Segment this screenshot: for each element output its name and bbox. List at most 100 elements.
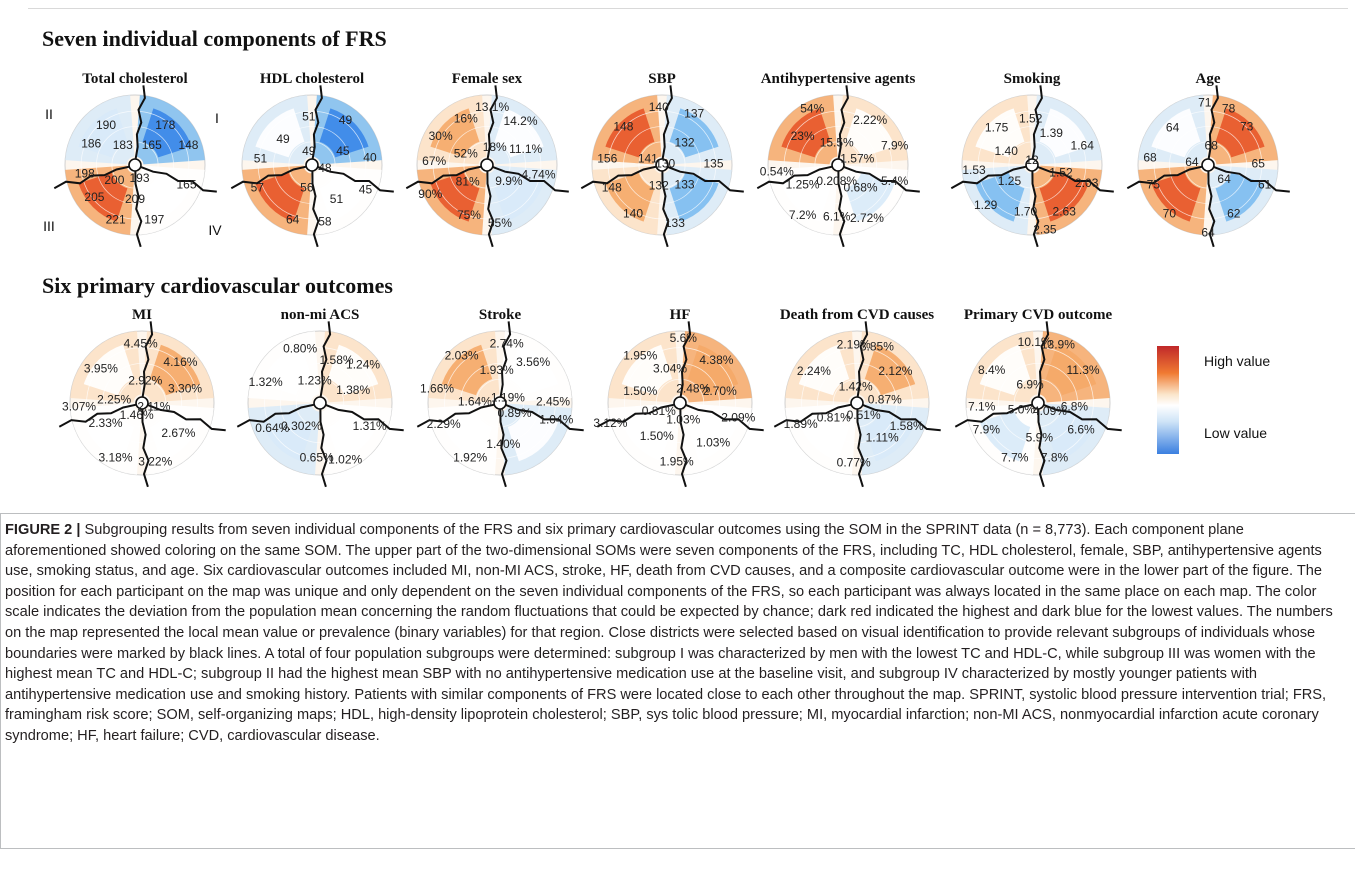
map-value-label: 1.64	[1071, 139, 1095, 153]
map-value-label: 2.24%	[797, 364, 831, 378]
quadrant-core	[494, 108, 544, 158]
map-value-label: 71	[1198, 96, 1212, 110]
map-value-label: 49	[276, 132, 290, 146]
map-value-label: 1.93%	[480, 363, 514, 377]
map-value-label: 5.9%	[1026, 430, 1054, 444]
quadrant-core	[430, 172, 480, 222]
map-value-label: 197	[144, 213, 164, 227]
som-map-total-cholesterol: Total cholesterol 190 178 186 183 165 148 198 20…	[43, 71, 222, 248]
map-value-label: 62	[1227, 206, 1241, 220]
grid-ring	[475, 378, 525, 428]
map-value-label: 165	[177, 177, 197, 191]
map-value-label: 2.45%	[536, 395, 570, 409]
map-value-label: 30%	[429, 129, 453, 143]
grid-ring	[1153, 110, 1263, 220]
map-value-label: 130	[655, 157, 675, 171]
map-value-label: 11.3%	[1066, 363, 1099, 377]
map-value-label: 1.03%	[666, 413, 700, 427]
map-value-label: 52%	[454, 146, 478, 160]
map-value-label: 3.30%	[168, 381, 202, 395]
map-title: Antihypertensive agents	[761, 71, 916, 87]
quadrant-core	[441, 344, 493, 396]
subgroup-boundary	[317, 165, 394, 193]
map-value-label: 2.09%	[721, 411, 755, 425]
subgroup-boundary	[954, 403, 1033, 428]
subgroup-boundary	[1031, 85, 1043, 160]
subgroup-boundary	[230, 165, 307, 190]
map-value-label: 2.25%	[97, 393, 131, 407]
map-title: Smoking	[1004, 71, 1061, 87]
map-value-label: 1.40	[995, 144, 1019, 158]
map-value-label: 2.12%	[878, 364, 912, 378]
subgroup-boundary	[499, 408, 508, 488]
subgroup-boundary	[661, 170, 670, 248]
map-value-label: 200	[104, 173, 124, 187]
map-value-label: 0.65%	[300, 450, 334, 464]
som-map-death-from-cvd-causes: Death from CVD causes 2.19%3.85% 2.24% 2.12…	[773, 307, 941, 488]
quadrant-core	[975, 172, 1025, 222]
grid-ring	[623, 126, 701, 204]
subgroup-boundary	[505, 403, 584, 432]
map-value-label: 2.70%	[703, 384, 737, 398]
quadrant-label-i: I	[215, 110, 219, 126]
map-value-label: 51	[330, 192, 344, 206]
map-value-label: 193	[129, 171, 149, 185]
subgroup-boundary	[1207, 170, 1216, 248]
map-value-label: 1.31%	[353, 419, 387, 433]
map-value-label: 1.38%	[336, 383, 370, 397]
som-map-female-sex: Female sex 16%13.1%14.2% 30% 18% 11.1% 52% 67%…	[405, 71, 569, 248]
caption-box	[0, 513, 1355, 849]
quadrant-core	[621, 344, 673, 396]
map-value-label: 6.8%	[1061, 399, 1089, 413]
map-value-label: 10.1%	[1018, 335, 1052, 349]
map-value-label: 23%	[791, 129, 815, 143]
map-value-label: 4.16%	[163, 355, 197, 369]
map-value-label: 15.5%	[820, 135, 854, 149]
grid-ring	[998, 362, 1079, 443]
quadrant-core	[1151, 172, 1201, 222]
map-value-label: 49	[302, 144, 316, 158]
som-map-stroke: Stroke 2.03% 2.74% 3.56%1.93% 1.66% 1.64% 1.19…	[416, 307, 584, 488]
map-value-label: 5.0%	[1008, 403, 1036, 417]
subgroup-boundary	[236, 403, 315, 428]
map-value-label: 4.74%	[522, 168, 556, 182]
map-value-label: 3.56%	[516, 355, 550, 369]
map-value-label: 3.07%	[62, 399, 96, 413]
map-value-label: 141	[638, 152, 658, 166]
map-value-label: 156	[597, 152, 617, 166]
map-title: Primary CVD outcome	[964, 307, 1113, 323]
grid-ring	[993, 126, 1071, 204]
caption-text: Subgrouping results from seven individua…	[5, 522, 1333, 744]
map-value-label: 18%	[483, 140, 507, 154]
quadrant-core	[494, 172, 544, 222]
quadrant-label-iii: III	[43, 218, 55, 234]
quadrant-core	[261, 410, 313, 462]
grid-ring	[111, 141, 159, 189]
quadrant-core	[687, 344, 739, 396]
map-center	[313, 396, 327, 410]
map-value-label: 135	[704, 157, 724, 171]
map-value-label: 148	[602, 181, 622, 195]
quadrant-core	[621, 410, 673, 462]
subgroup-boundary	[679, 408, 688, 488]
subgroup-boundary	[596, 403, 675, 428]
map-value-label: 70	[1163, 206, 1177, 220]
grid-ring	[1184, 141, 1232, 189]
map-value-label: 64	[286, 213, 300, 227]
subgroup-boundary	[499, 321, 512, 398]
map-value-label: 1.11%	[866, 430, 899, 444]
subgroup-boundary	[1126, 165, 1203, 190]
map-title: HF	[670, 307, 691, 323]
quadrant-core	[507, 344, 559, 396]
map-value-label: 1.29	[974, 198, 998, 212]
subgroup-boundary	[486, 85, 498, 160]
map-value-label: 2.48%	[676, 381, 710, 395]
map-value-label: 1.57%	[840, 152, 874, 166]
quadrant-label-iv: IV	[208, 222, 222, 238]
map-value-label: 67%	[422, 154, 446, 168]
map-value-label: 7.7%	[1001, 450, 1029, 464]
grid-ring	[638, 141, 686, 189]
quadrant-core	[327, 344, 379, 396]
